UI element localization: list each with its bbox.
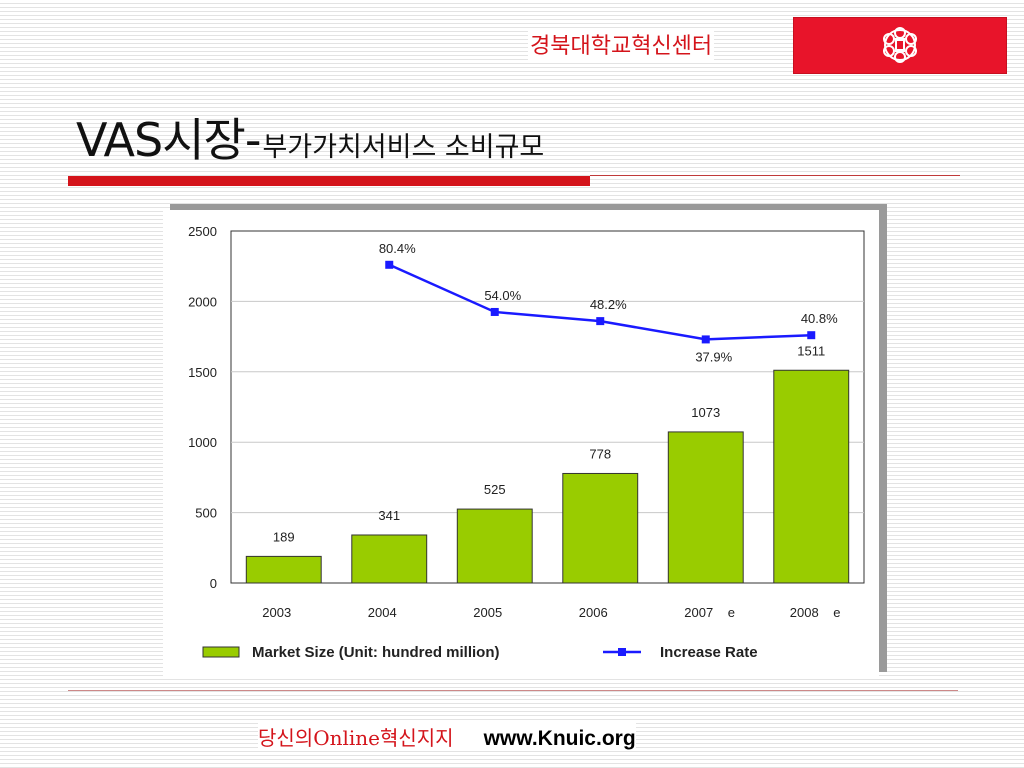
x-tick-suffix: e [728,605,735,620]
x-tick-label: 2007 [684,605,713,620]
title-rule [590,175,960,176]
chart-panel: 0 500 1000 1500 2000 2500 189 341 525 778 1073 1511… [163,210,879,678]
title-subtitle: 부가가치서비스 소비규모 [262,132,545,163]
rate-value-label: 54.0% [484,288,521,303]
y-tick-label: 1000 [188,435,217,450]
bar-2008 [773,369,850,584]
bar-2003 [245,555,322,584]
footer-url[interactable]: www.Knuic.org [483,727,636,750]
legend-label-increase-rate: Increase Rate [660,644,758,661]
legend-label-market-size: Market Size (Unit: hundred million) [252,644,500,661]
bar-value-label: 189 [273,529,295,544]
y-tick-label: 1500 [188,365,217,380]
x-tick-label: 2004 [368,605,397,620]
bar-2004 [351,534,428,584]
rate-marker-2006 [596,317,605,326]
x-tick-suffix: e [833,605,840,620]
rate-marker-2005 [490,307,499,316]
bar-2005 [456,508,533,584]
y-tick-label: 2000 [188,294,217,309]
rate-marker-2007 [701,335,710,344]
bar-value-label: 778 [589,446,611,461]
organization-name: 경북대학교혁신센터 [528,28,715,60]
bar-value-label: 1073 [691,405,720,420]
bar-value-label: 341 [378,508,400,523]
footer-slogan: 당신의Online혁신지지 [258,726,454,750]
rate-value-label: 37.9% [695,349,732,364]
x-tick-label: 2008 [790,605,819,620]
bar-2007 [667,431,744,584]
slide-title: VAS시장- 부가가치서비스 소비규모 [76,104,545,167]
y-tick-label: 2500 [188,224,217,239]
rate-value-label: 40.8% [801,311,838,326]
x-tick-label: 2005 [473,605,502,620]
rate-value-label: 80.4% [379,241,416,256]
rate-marker-2008 [807,331,816,340]
legend-swatch-market-size [202,646,240,658]
x-tick-label: 2003 [262,605,291,620]
rate-marker-2004 [385,260,394,269]
x-tick-label: 2006 [579,605,608,620]
rate-value-label: 48.2% [590,297,627,312]
bar-value-label: 1511 [797,343,825,358]
plot-area [230,230,865,584]
footer-rule [68,690,958,691]
y-tick-label: 500 [195,506,217,521]
title-main: VAS시장- [76,113,261,167]
legend-marker-increase-rate [618,648,626,656]
bar-2006 [562,472,639,584]
logo-banner [793,17,1007,74]
y-tick-label: 0 [210,576,217,591]
bar-value-label: 525 [484,482,506,497]
market-size-chart: 0 500 1000 1500 2000 2500 189 341 525 778 1073 1511… [188,224,865,661]
university-emblem-icon [883,27,917,63]
footer: 당신의Online혁신지지 www.Knuic.org [258,722,636,751]
title-underline [68,176,590,186]
